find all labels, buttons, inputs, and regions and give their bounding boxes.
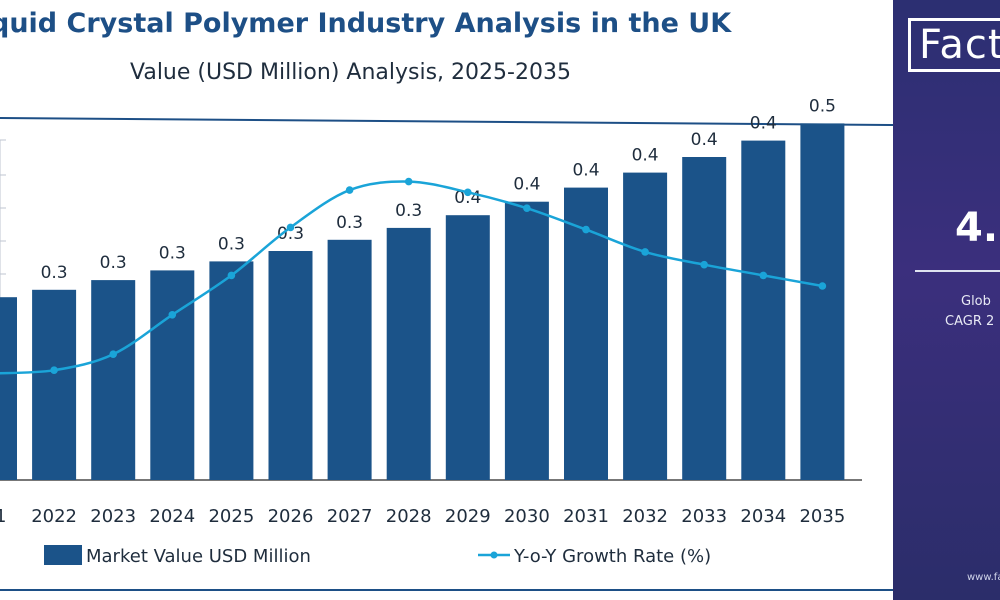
bar-label-2022: 0.3 — [41, 263, 68, 283]
bar-2029 — [445, 215, 490, 480]
bar-2027 — [327, 239, 372, 480]
bar-label-2031: 0.4 — [572, 161, 599, 181]
bar-label-2026: 0.3 — [277, 224, 304, 244]
cagr-label-line1: Glob — [961, 294, 991, 309]
bar-label-2025: 0.3 — [218, 234, 245, 254]
x-label-2028: 2028 — [386, 506, 432, 527]
bar-2022 — [32, 289, 77, 480]
x-label-2022: 2022 — [31, 506, 77, 527]
side-panel: Fact 4. Glob CAGR 2 www.fa — [893, 0, 1000, 600]
bar-label-2033: 0.4 — [691, 130, 718, 150]
x-label-2032: 2032 — [622, 506, 668, 527]
growth-point-2023 — [109, 350, 117, 359]
growth-point-2031 — [582, 225, 590, 234]
growth-point-2035 — [818, 282, 827, 290]
chart-title: quid Crystal Polymer Industry Analysis i… — [0, 8, 732, 39]
x-label-2024: 2024 — [149, 506, 195, 527]
bar-2033 — [682, 157, 727, 480]
cagr-value: 4. — [955, 205, 999, 251]
bar-2034 — [741, 140, 786, 480]
x-label-2031: 2031 — [563, 506, 609, 527]
bar-2026 — [268, 251, 313, 480]
website-text: www.fa — [967, 572, 1000, 583]
x-label-2023: 2023 — [90, 506, 136, 527]
x-label-2033: 2033 — [681, 506, 727, 527]
bar-2025 — [209, 261, 254, 480]
legend-line-marker — [490, 551, 498, 559]
bar-label-2028: 0.3 — [395, 201, 422, 221]
x-label-2030: 2030 — [504, 506, 550, 527]
bar-label-2035: 0.5 — [809, 96, 836, 116]
legend: Market Value USD Million Y-o-Y Growth Ra… — [44, 545, 711, 567]
legend-bar-swatch — [44, 545, 82, 565]
cagr-divider — [915, 270, 1000, 272]
legend-line-label: Y-o-Y Growth Rate (%) — [513, 546, 711, 567]
growth-point-2024 — [168, 311, 177, 319]
bar-2032 — [623, 172, 668, 480]
x-label-2026: 2026 — [268, 506, 314, 527]
brand-logo: Fact — [908, 18, 1000, 72]
bar-label-2024: 0.3 — [159, 243, 186, 263]
growth-point-2029 — [464, 188, 472, 197]
bar-label-2032: 0.4 — [632, 146, 659, 166]
brand-logo-text: Fact — [919, 22, 1000, 68]
x-axis-labels: 21 2022 2023 2024 2025 2026 2027 2028 2029 2030 20… — [0, 506, 845, 527]
growth-line-path — [0, 180, 823, 375]
cagr-label-line2: CAGR 2 — [945, 314, 995, 329]
growth-line-series — [0, 177, 827, 375]
growth-point-2027 — [345, 186, 354, 194]
x-label-2025: 2025 — [208, 506, 254, 527]
growth-point-2032 — [641, 248, 649, 256]
growth-point-2025 — [227, 271, 236, 280]
top-rule — [0, 117, 894, 126]
bar-2030 — [504, 201, 549, 480]
growth-point-2033 — [700, 260, 708, 269]
bar-2028 — [386, 227, 431, 480]
bar-21 — [0, 297, 17, 480]
legend-bar-label: Market Value USD Million — [86, 546, 311, 567]
growth-point-2026 — [286, 223, 295, 232]
growth-point-2034 — [759, 271, 768, 280]
bar-label-2034: 0.4 — [750, 114, 777, 134]
chart-subtitle: Value (USD Million) Analysis, 2025-2035 — [130, 60, 571, 85]
growth-point-2022 — [50, 366, 58, 375]
x-label-2034: 2034 — [740, 506, 786, 527]
bar-2023 — [91, 280, 136, 480]
x-label-2029: 2029 — [445, 506, 491, 527]
bar-series — [0, 123, 845, 481]
bar-2024 — [150, 270, 195, 480]
growth-point-2028 — [404, 177, 413, 186]
growth-point-2030 — [523, 204, 531, 212]
bar-label-2027: 0.3 — [336, 213, 363, 233]
bar-label-2023: 0.3 — [100, 253, 127, 273]
x-label-2035: 2035 — [799, 506, 845, 527]
bar-label-2030: 0.4 — [513, 175, 540, 195]
bar-2035 — [800, 123, 845, 481]
x-label-2027: 2027 — [327, 506, 373, 527]
x-label-21: 21 — [0, 506, 6, 527]
